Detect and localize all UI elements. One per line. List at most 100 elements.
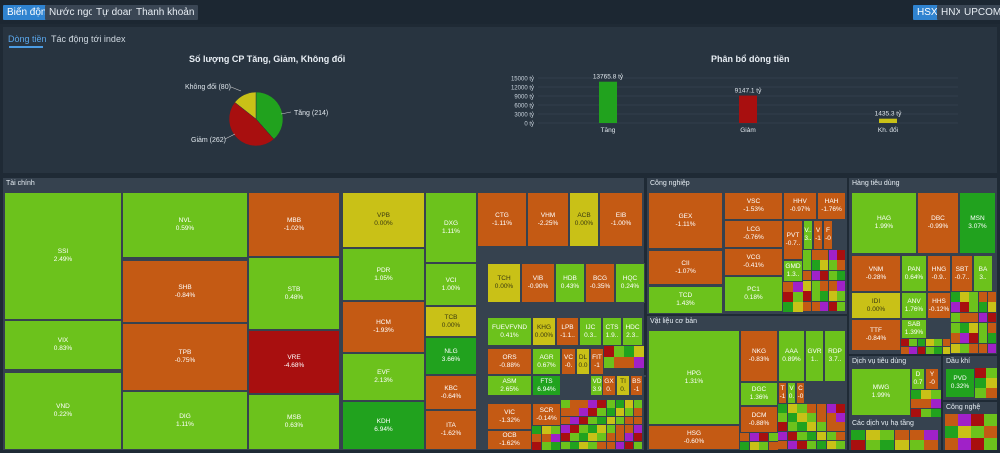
mini-stock-tile[interactable] [836, 431, 846, 441]
mini-stock-tile[interactable] [828, 250, 837, 260]
tab-upcom[interactable]: UPCOM [960, 5, 1000, 20]
stock-tile-sab[interactable]: SAB 1.39% [901, 319, 927, 339]
mini-stock-tile[interactable] [865, 440, 880, 450]
mini-stock-tile[interactable] [597, 408, 607, 417]
mini-stock-tile[interactable] [960, 292, 969, 302]
mini-stock-tile[interactable] [837, 291, 846, 302]
mini-stock-tile[interactable] [570, 441, 579, 450]
stock-tile-tcd[interactable]: TCD 1.43% [648, 286, 723, 314]
mini-stock-tile[interactable] [836, 422, 846, 432]
stock-tile-agr[interactable]: AGR 0.67% [532, 348, 561, 375]
mini-stock-tile[interactable] [803, 260, 812, 271]
mini-stock-tile[interactable] [969, 312, 979, 323]
stock-tile-nlg[interactable]: NLG 3.66% [425, 337, 477, 375]
mini-stock-tile[interactable] [826, 422, 836, 432]
mini-stock-tile[interactable] [614, 346, 624, 357]
stock-tile-vc[interactable]: VC -0. [561, 348, 576, 375]
stock-tile-msb[interactable]: MSB 0.63% [248, 394, 340, 450]
stock-tile-tcb[interactable]: TCB 0.00% [425, 306, 477, 337]
mini-stock-tile[interactable] [978, 312, 988, 323]
mini-stock-tile[interactable] [740, 433, 749, 441]
stock-tile-hhv[interactable]: HHV -0.97% [783, 192, 817, 220]
stock-tile-gex[interactable]: GEX -1.11% [648, 192, 723, 249]
mini-stock-tile[interactable] [606, 400, 616, 408]
mini-stock-tile[interactable] [828, 291, 837, 302]
mini-stock-tile[interactable] [945, 426, 958, 438]
stock-tile-tpb[interactable]: TPB -0.75% [122, 323, 248, 391]
mini-stock-tile[interactable] [969, 323, 979, 333]
mini-stock-tile[interactable] [561, 416, 570, 425]
stock-tile-hhs[interactable]: HHS -0.12% [927, 292, 951, 319]
mini-stock-tile[interactable] [836, 404, 846, 413]
stock-tile-kbc[interactable]: KBC -0.64% [425, 375, 477, 410]
stock-tile-dcm[interactable]: DCM -0.88% [740, 406, 778, 433]
mini-stock-tile[interactable] [787, 431, 797, 441]
stock-tile-mbb[interactable]: MBB -1.02% [248, 192, 340, 257]
mini-stock-tile[interactable] [797, 404, 807, 413]
mini-stock-tile[interactable] [579, 400, 588, 408]
mini-stock-tile[interactable] [931, 390, 941, 399]
mini-stock-tile[interactable] [803, 270, 812, 281]
stock-tile-vic[interactable]: VIC -1.32% [487, 403, 532, 430]
mini-stock-tile[interactable] [969, 302, 979, 313]
mini-stock-tile[interactable] [984, 438, 997, 450]
stock-tile-tch[interactable]: TCH 0.00% [487, 263, 521, 303]
mini-stock-tile[interactable] [960, 302, 969, 313]
mini-stock-tile[interactable] [803, 281, 812, 291]
tab-tu-doanh[interactable]: Tự doanh [92, 5, 144, 20]
mini-stock-tile[interactable] [816, 422, 827, 432]
stock-tile-hsg[interactable]: HSG -0.60% [648, 425, 740, 450]
stock-tile-pvd[interactable]: PVD 0.32% [945, 368, 975, 398]
mini-stock-tile[interactable] [541, 426, 551, 434]
mini-stock-tile[interactable] [588, 441, 597, 450]
stock-tile-evf[interactable]: EVF 2.13% [342, 353, 425, 401]
stock-tile-gvr[interactable]: GVR 1.. [805, 330, 824, 382]
mini-stock-tile[interactable] [633, 400, 643, 408]
stock-tile-gx[interactable]: GX 0. [602, 375, 616, 396]
mini-stock-tile[interactable] [633, 441, 643, 450]
mini-stock-tile[interactable] [624, 357, 634, 368]
mini-stock-tile[interactable] [971, 426, 984, 438]
stock-tile-khg[interactable]: KHG 0.00% [532, 317, 556, 346]
mini-stock-tile[interactable] [606, 441, 616, 450]
mini-stock-tile[interactable] [551, 426, 561, 434]
stock-tile-anv[interactable]: ANV 1.76% [901, 292, 927, 319]
mini-stock-tile[interactable] [604, 346, 614, 357]
mini-stock-tile[interactable] [826, 404, 836, 413]
mini-stock-tile[interactable] [787, 422, 797, 432]
mini-stock-tile[interactable] [958, 414, 971, 426]
stock-tile-vcg[interactable]: VCG -0.41% [724, 248, 783, 276]
mini-stock-tile[interactable] [624, 433, 634, 442]
mini-stock-tile[interactable] [986, 388, 997, 398]
mini-stock-tile[interactable] [759, 441, 768, 450]
mini-stock-tile[interactable] [579, 433, 588, 442]
mini-stock-tile[interactable] [797, 413, 807, 422]
mini-stock-tile[interactable] [597, 425, 607, 433]
mini-stock-tile[interactable] [588, 400, 597, 408]
mini-stock-tile[interactable] [597, 433, 607, 442]
mini-stock-tile[interactable] [917, 339, 926, 346]
stock-tile-lpb[interactable]: LPB -1.1.. [556, 317, 579, 346]
mini-stock-tile[interactable] [960, 343, 969, 354]
stock-tile-dxg[interactable]: DXG 1.11% [425, 192, 477, 263]
tab-bien-dong[interactable]: Biến động [3, 5, 57, 20]
mini-stock-tile[interactable] [615, 425, 625, 433]
mini-stock-tile[interactable] [570, 400, 579, 408]
stock-tile-vsc[interactable]: VSC -1.53% [724, 192, 783, 220]
mini-stock-tile[interactable] [597, 400, 607, 408]
mini-stock-tile[interactable] [624, 425, 634, 433]
mini-stock-tile[interactable] [803, 250, 812, 260]
mini-stock-tile[interactable] [811, 291, 820, 302]
mini-stock-tile[interactable] [960, 312, 969, 323]
mini-stock-tile[interactable] [987, 292, 997, 302]
stock-tile-v[interactable]: V -1 [813, 220, 823, 250]
mini-stock-tile[interactable] [951, 312, 960, 323]
mini-stock-tile[interactable] [820, 250, 829, 260]
stock-tile-fuevfvnd[interactable]: FUEVFVND 0.41% [487, 317, 532, 346]
mini-stock-tile[interactable] [984, 414, 997, 426]
stock-tile-cts[interactable]: CTS 1.9.. [602, 317, 622, 346]
stock-tile-stb[interactable]: STB 0.48% [248, 257, 340, 330]
stock-tile-nvl[interactable]: NVL 0.59% [122, 192, 248, 258]
stock-tile-hdb[interactable]: HDB 0.43% [555, 263, 585, 303]
mini-stock-tile[interactable] [811, 270, 820, 281]
